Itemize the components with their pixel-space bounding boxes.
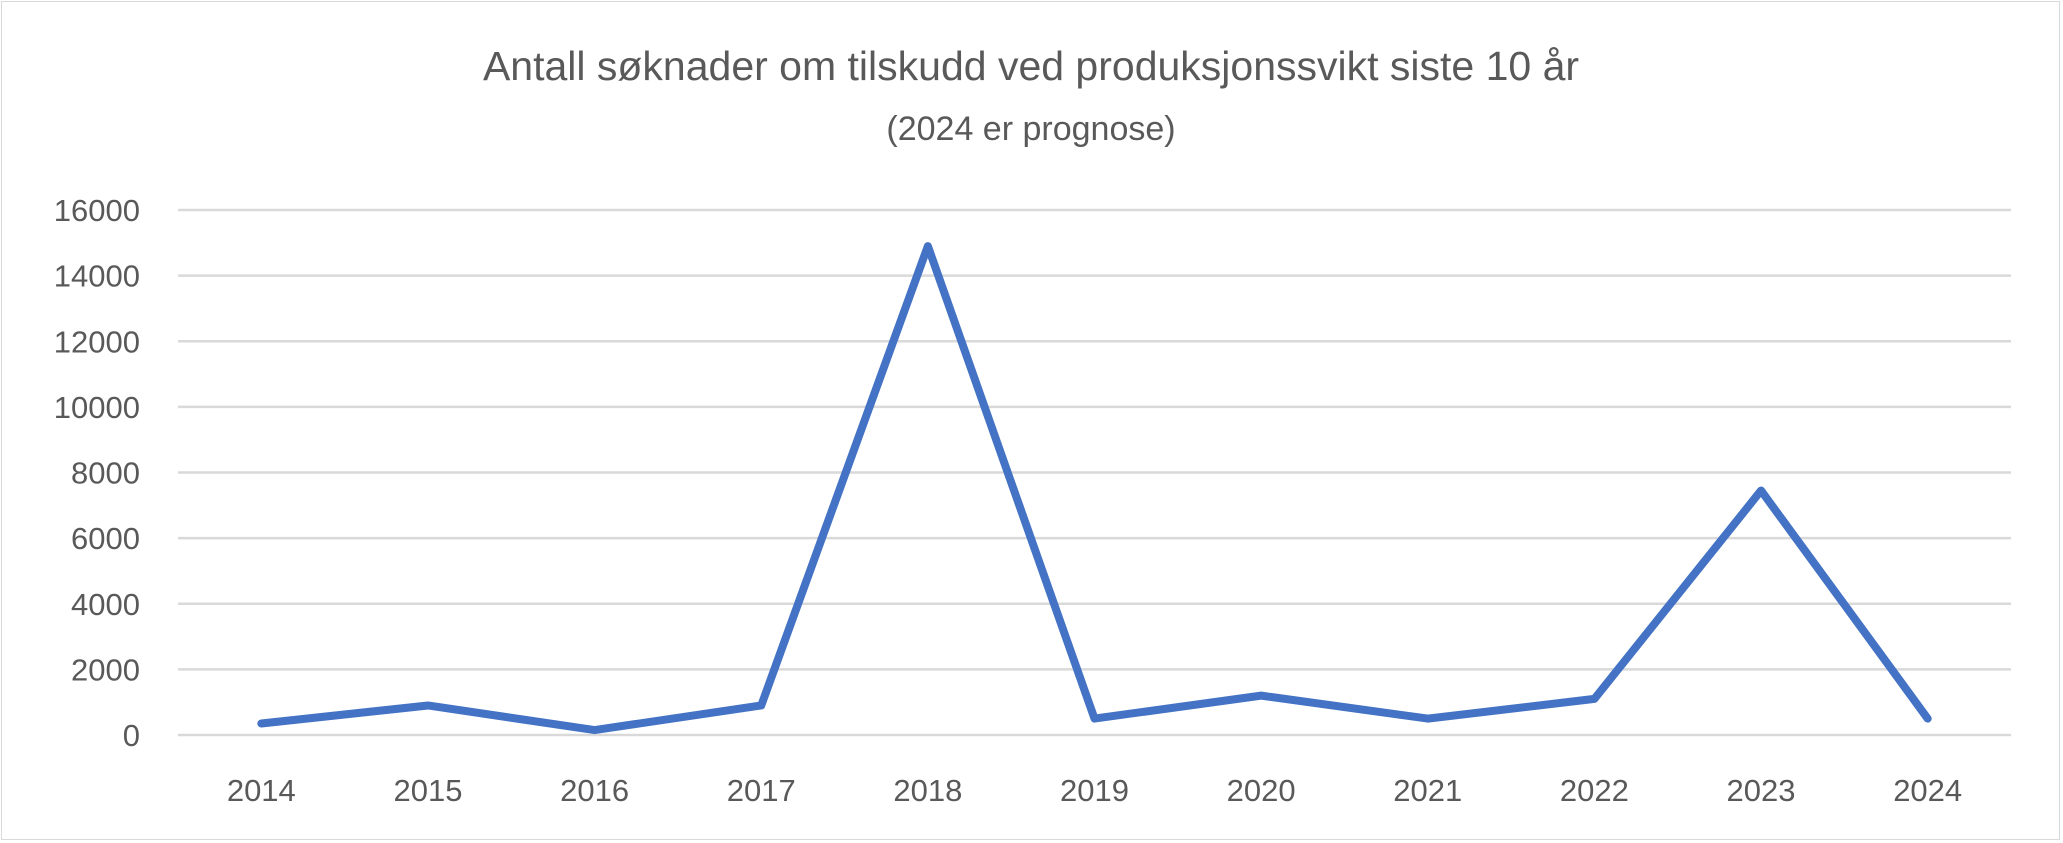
x-tick-label: 2016 <box>560 773 629 808</box>
y-tick-label: 8000 <box>71 456 140 491</box>
y-tick-label: 0 <box>123 718 140 753</box>
x-tick-label: 2019 <box>1060 773 1129 808</box>
x-tick-label: 2021 <box>1393 773 1462 808</box>
x-tick-label: 2023 <box>1727 773 1796 808</box>
y-tick-label: 16000 <box>54 193 140 228</box>
x-tick-label: 2018 <box>893 773 962 808</box>
x-tick-label: 2020 <box>1227 773 1296 808</box>
y-tick-label: 14000 <box>54 259 140 294</box>
x-tick-label: 2024 <box>1893 773 1962 808</box>
y-tick-label: 4000 <box>71 587 140 622</box>
x-tick-label: 2017 <box>727 773 796 808</box>
y-tick-label: 2000 <box>71 652 140 687</box>
y-tick-label: 12000 <box>54 324 140 359</box>
x-tick-label: 2022 <box>1560 773 1629 808</box>
x-tick-label: 2014 <box>227 773 296 808</box>
y-tick-label: 6000 <box>71 521 140 556</box>
series-line <box>257 242 1932 735</box>
chart-subtitle: (2024 er prognose) <box>886 110 1175 148</box>
y-tick-label: 10000 <box>54 390 140 425</box>
chart-title: Antall søknader om tilskudd ved produksj… <box>483 43 1579 89</box>
x-tick-label: 2015 <box>393 773 462 808</box>
